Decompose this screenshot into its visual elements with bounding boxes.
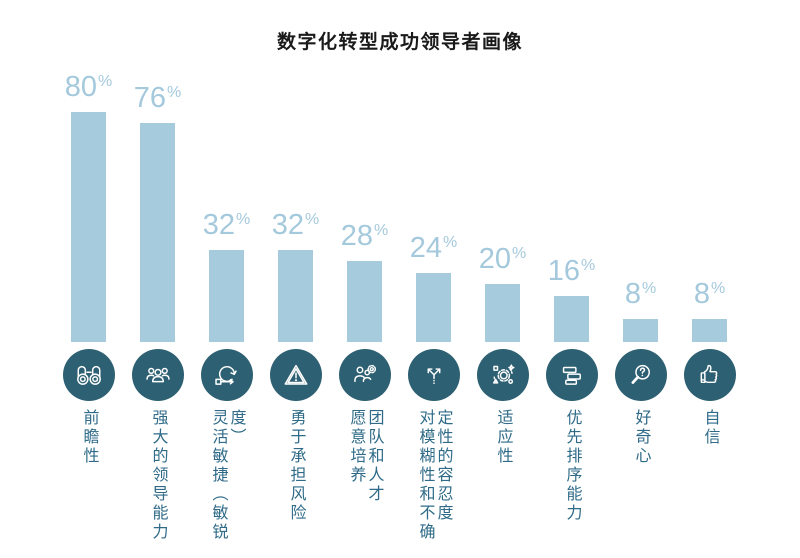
value-unit: % — [443, 234, 458, 251]
warning-triangle-icon — [269, 349, 322, 401]
category-label: 自信 — [701, 409, 719, 558]
talent-development-icon — [338, 349, 391, 401]
category-label: 强大的领导能力 — [149, 409, 167, 558]
value-number: 8 — [624, 278, 641, 310]
bar — [347, 261, 382, 342]
category-label-line: 适应性 — [494, 409, 512, 466]
value-label: 8% — [694, 279, 725, 314]
category-label-line: 灵活敏捷（敏锐度） — [209, 409, 245, 542]
category-label: 适应性 — [494, 409, 512, 558]
agile-loop-icon — [200, 349, 253, 401]
chart-column: 76% 强大的领导能力 — [123, 71, 192, 558]
value-number: 32 — [271, 209, 305, 241]
value-unit: % — [641, 280, 657, 297]
value-number: 24 — [409, 232, 443, 264]
chart-column: 16% 优先排序能力 — [537, 71, 606, 558]
bar — [485, 284, 520, 342]
category-label: 前瞻性 — [80, 409, 98, 558]
category-label-line: 好奇心 — [632, 409, 650, 466]
value-label: 20% — [479, 244, 527, 279]
bar — [71, 112, 106, 342]
chart-column: 24% 对模糊性和不确 定性的容忍度 — [399, 71, 468, 558]
category-label-line: 优先排序能力 — [563, 409, 581, 523]
bar — [416, 273, 451, 342]
binoculars-icon — [62, 349, 115, 401]
adaptive-gear-icon — [476, 349, 529, 401]
value-unit: % — [305, 211, 320, 228]
category-label-line: 对模糊性和不确 — [416, 409, 434, 542]
value-unit: % — [581, 257, 596, 274]
fork-arrows-icon — [407, 349, 460, 401]
category-label: 优先排序能力 — [563, 409, 581, 558]
bar — [209, 250, 244, 342]
value-label: 16% — [548, 256, 596, 291]
value-label: 28% — [341, 221, 389, 256]
category-label: 对模糊性和不确 定性的容忍度 — [416, 409, 452, 558]
value-unit: % — [374, 222, 389, 239]
bar — [623, 319, 658, 342]
value-number: 8 — [693, 278, 710, 310]
team-icon — [131, 349, 184, 401]
chart-area: 80% 前瞻性 76% — [54, 71, 744, 558]
category-label: 勇于承担风险 — [287, 409, 305, 558]
category-label: 愿意培养 团队和人才 — [347, 409, 383, 558]
bar-area: 8% — [623, 71, 658, 342]
category-label-line: 定性的容忍度 — [434, 409, 452, 523]
value-label: 32% — [203, 210, 251, 245]
category-label-line: 勇于承担风险 — [287, 409, 305, 523]
bar-area: 8% — [692, 71, 727, 342]
chart-column: 8% 好奇心 — [606, 71, 675, 558]
value-unit: % — [167, 84, 182, 101]
value-number: 28 — [340, 220, 374, 252]
chart-title: 数字化转型成功领导者画像 — [276, 32, 523, 53]
bar — [278, 250, 313, 342]
category-label-line: 前瞻性 — [80, 409, 98, 466]
category-label-line: 强大的领导能力 — [149, 409, 167, 542]
value-number: 32 — [202, 209, 236, 241]
chart-column: 32% 灵活敏捷（敏锐度） — [192, 71, 261, 558]
bar-area: 80% — [65, 71, 113, 342]
value-unit: % — [512, 245, 527, 262]
value-number: 80 — [64, 71, 98, 103]
bar-area: 16% — [548, 71, 596, 342]
value-label: 80% — [65, 72, 113, 107]
bar-area: 32% — [203, 71, 251, 342]
chart-column: 20% 适应性 — [468, 71, 537, 558]
value-label: 76% — [134, 83, 182, 118]
value-label: 24% — [410, 233, 458, 268]
chart-column: 32% 勇于承担风险 — [261, 71, 330, 558]
bar-area: 20% — [479, 71, 527, 342]
bar — [554, 296, 589, 342]
bar — [692, 319, 727, 342]
category-label: 好奇心 — [632, 409, 650, 558]
bar — [140, 123, 175, 342]
value-number: 16 — [547, 255, 581, 287]
chart-column: 80% 前瞻性 — [54, 71, 123, 558]
value-unit: % — [710, 280, 726, 297]
category-label-line: 愿意培养 — [347, 409, 365, 485]
chart-column: 8% 自信 — [675, 71, 744, 558]
category-label: 灵活敏捷（敏锐度） — [209, 409, 245, 558]
bar-area: 28% — [341, 71, 389, 342]
bar-area: 32% — [272, 71, 320, 342]
value-number: 76 — [133, 82, 167, 114]
chart-column: 28% 愿意培养 团队和人才 — [330, 71, 399, 558]
bar-area: 24% — [410, 71, 458, 342]
value-number: 20 — [478, 243, 512, 275]
priority-list-icon — [545, 349, 598, 401]
magnifier-question-icon — [614, 349, 667, 401]
value-label: 32% — [272, 210, 320, 245]
category-label-line: 团队和人才 — [365, 409, 383, 504]
category-label-line: 自信 — [701, 409, 719, 447]
value-unit: % — [98, 73, 113, 90]
value-unit: % — [236, 211, 251, 228]
bar-area: 76% — [134, 71, 182, 342]
thumbs-up-icon — [683, 349, 736, 401]
value-label: 8% — [625, 279, 656, 314]
